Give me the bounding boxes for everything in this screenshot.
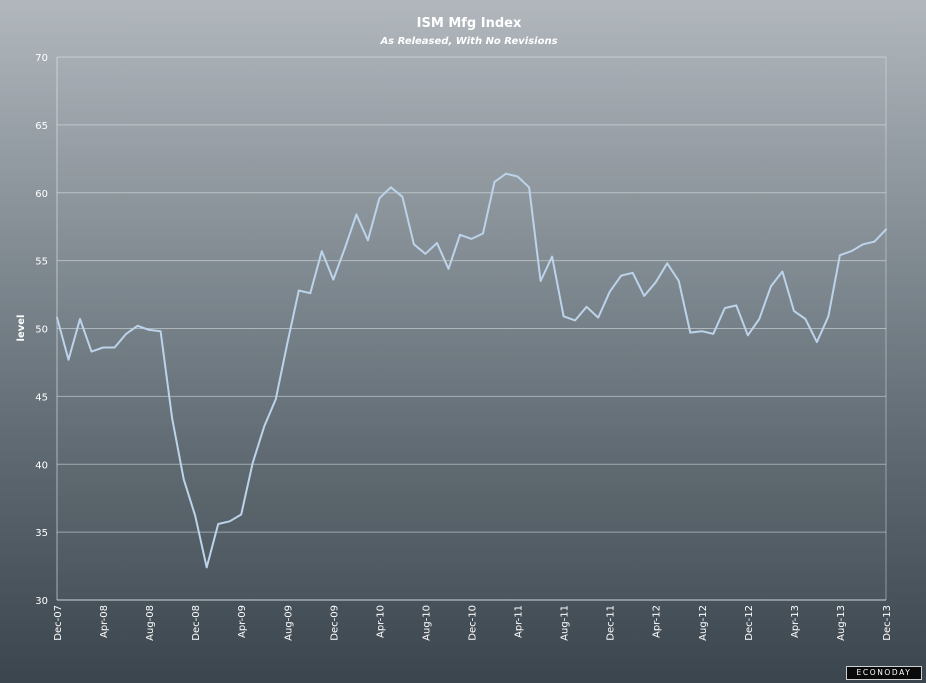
plot-area: 30 35 40 45 50 55 60 65 70 Dec-07 Apr-08 Aug-08 Dec-…	[35, 53, 893, 641]
x-tick-label: Apr-08	[99, 605, 110, 638]
x-tick-label: Apr-10	[375, 605, 386, 638]
x-tick-label: Apr-11	[514, 605, 525, 638]
y-axis-label: level	[16, 315, 27, 342]
x-tick-label: Dec-11	[606, 605, 617, 641]
chart-subtitle: As Released, With No Revisions	[379, 36, 557, 47]
x-tick-label: Dec-09	[329, 605, 340, 641]
chart-title: ISM Mfg Index	[417, 16, 522, 31]
y-tick-label: 60	[35, 189, 48, 200]
x-tick-label: Dec-12	[744, 605, 755, 641]
y-tick-label: 65	[35, 121, 48, 132]
x-tick-label: Apr-09	[237, 605, 248, 638]
x-tick-label: Aug-12	[698, 605, 709, 641]
x-tick-label: Apr-12	[652, 605, 663, 638]
x-tick-label: Apr-13	[790, 605, 801, 638]
y-tick-label: 50	[35, 325, 48, 336]
y-tick-label: 55	[35, 257, 48, 268]
x-tick-label: Aug-09	[283, 605, 294, 641]
x-tick-label: Dec-08	[191, 605, 202, 641]
y-tick-label: 40	[35, 460, 48, 471]
y-tick-label: 45	[35, 392, 48, 403]
y-tick-label: 70	[35, 53, 48, 64]
y-tick-label: 30	[35, 596, 48, 607]
y-tick-label: 35	[35, 528, 48, 539]
x-tick-label: Aug-08	[145, 605, 156, 641]
x-tick-label: Dec-10	[468, 605, 479, 641]
x-tick-label: Aug-13	[836, 605, 847, 641]
x-tick-label: Aug-10	[421, 605, 432, 641]
x-tick-label: Dec-07	[53, 605, 64, 641]
series-line	[56, 172, 887, 569]
econoday-logo: ECONODAY	[846, 666, 922, 680]
x-tick-label: Dec-13	[882, 605, 893, 641]
x-tick-label: Aug-11	[560, 605, 571, 641]
